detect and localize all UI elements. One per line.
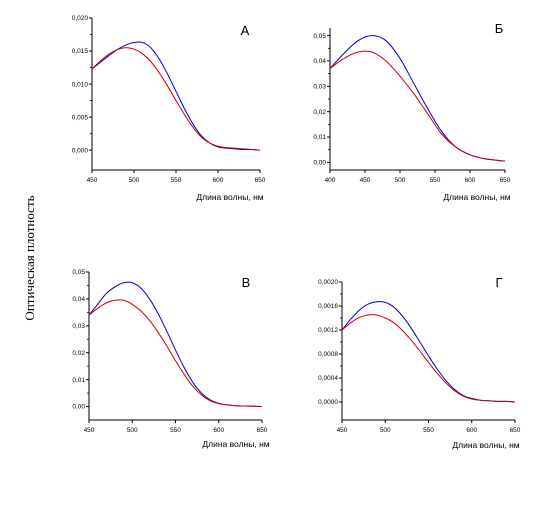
y-tick-label: 0,005 <box>72 114 89 121</box>
x-axis-label: Длина волны, нм <box>196 192 263 202</box>
y-tick-label: 0,01 <box>72 377 85 384</box>
x-axis-label: Длина волны, нм <box>443 192 510 202</box>
y-tick-label: 0,0000 <box>318 399 338 406</box>
x-tick-label: 650 <box>510 427 521 434</box>
y-tick-label: 0,0020 <box>318 279 338 286</box>
x-tick-label: 500 <box>380 427 391 434</box>
shared-y-axis-label: Оптическая плотность <box>22 195 37 321</box>
x-tick-label: 600 <box>213 427 224 434</box>
chart-panel-2: 400 450 500 550 600 650 0,00 0,01 0,02 0,03 0,04 0,… <box>313 21 510 202</box>
y-tick-label: 0,0008 <box>318 351 338 358</box>
x-tick-label: 450 <box>84 427 95 434</box>
x-tick-label: 550 <box>430 177 441 184</box>
y-tick-label: 0,020 <box>72 15 89 22</box>
x-tick-label: 450 <box>87 177 98 184</box>
x-tick-label: 650 <box>500 177 511 184</box>
x-tick-label: 650 <box>257 427 268 434</box>
panel-label: Б <box>495 21 504 36</box>
x-axis-label: Длина волны, нм <box>452 440 519 450</box>
x-tick-label: 450 <box>360 177 371 184</box>
x-axis-label: Длина волны, нм <box>202 439 269 449</box>
y-tick-label: 0,04 <box>72 296 85 303</box>
series-line-red <box>341 314 516 403</box>
x-tick-label: 450 <box>337 427 348 434</box>
y-tick-label: 0,02 <box>313 109 326 116</box>
y-tick-label: 0,010 <box>72 81 89 88</box>
x-tick-label: 600 <box>213 177 224 184</box>
y-tick-label: 0,0004 <box>318 375 338 382</box>
x-tick-label: 500 <box>395 177 406 184</box>
panel-label: Г <box>495 275 502 290</box>
y-tick-label: 0,05 <box>72 269 85 276</box>
panel-label: А <box>241 23 250 38</box>
chart-panel-3: 450 500 550 600 650 0,00 0,01 0,02 0,03 0,04 0,05 В… <box>72 269 269 449</box>
y-tick-label: 0,03 <box>72 323 85 330</box>
y-tick-label: 0,02 <box>72 350 85 357</box>
x-tick-label: 650 <box>255 177 266 184</box>
y-tick-label: 0,000 <box>72 147 89 154</box>
shared-ylabel-container: Оптическая плотность <box>0 0 60 523</box>
series-line-blue <box>91 41 261 151</box>
y-tick-label: 0,00 <box>313 160 326 167</box>
x-tick-label: 600 <box>465 177 476 184</box>
y-tick-label: 0,05 <box>313 33 326 40</box>
series-line-red <box>91 47 261 151</box>
x-tick-label: 400 <box>325 177 336 184</box>
chart-panel-4: 450 500 550 600 650 0,0000 0,0004 0,0008 0,0012 0… <box>318 275 521 450</box>
y-tick-label: 0,00 <box>72 404 85 411</box>
y-tick-label: 0,0012 <box>318 327 338 334</box>
series-line-red <box>329 50 506 162</box>
x-tick-label: 550 <box>423 427 434 434</box>
series-line-blue <box>341 301 516 403</box>
panel-label: В <box>242 275 251 290</box>
chart-panel-1: 450 500 550 600 650 0,000 0,005 0,010 0,015 0,020… <box>72 15 266 202</box>
y-tick-label: 0,015 <box>72 48 89 55</box>
y-tick-label: 0,0016 <box>318 303 338 310</box>
x-tick-label: 500 <box>129 177 140 184</box>
series-line-red <box>88 299 263 408</box>
series-line-blue <box>88 281 263 408</box>
x-tick-label: 500 <box>127 427 138 434</box>
x-tick-label: 600 <box>466 427 477 434</box>
y-tick-label: 0,03 <box>313 84 326 91</box>
x-tick-label: 550 <box>171 177 182 184</box>
x-tick-label: 550 <box>170 427 181 434</box>
y-tick-label: 0,04 <box>313 58 326 65</box>
y-tick-label: 0,01 <box>313 134 326 141</box>
